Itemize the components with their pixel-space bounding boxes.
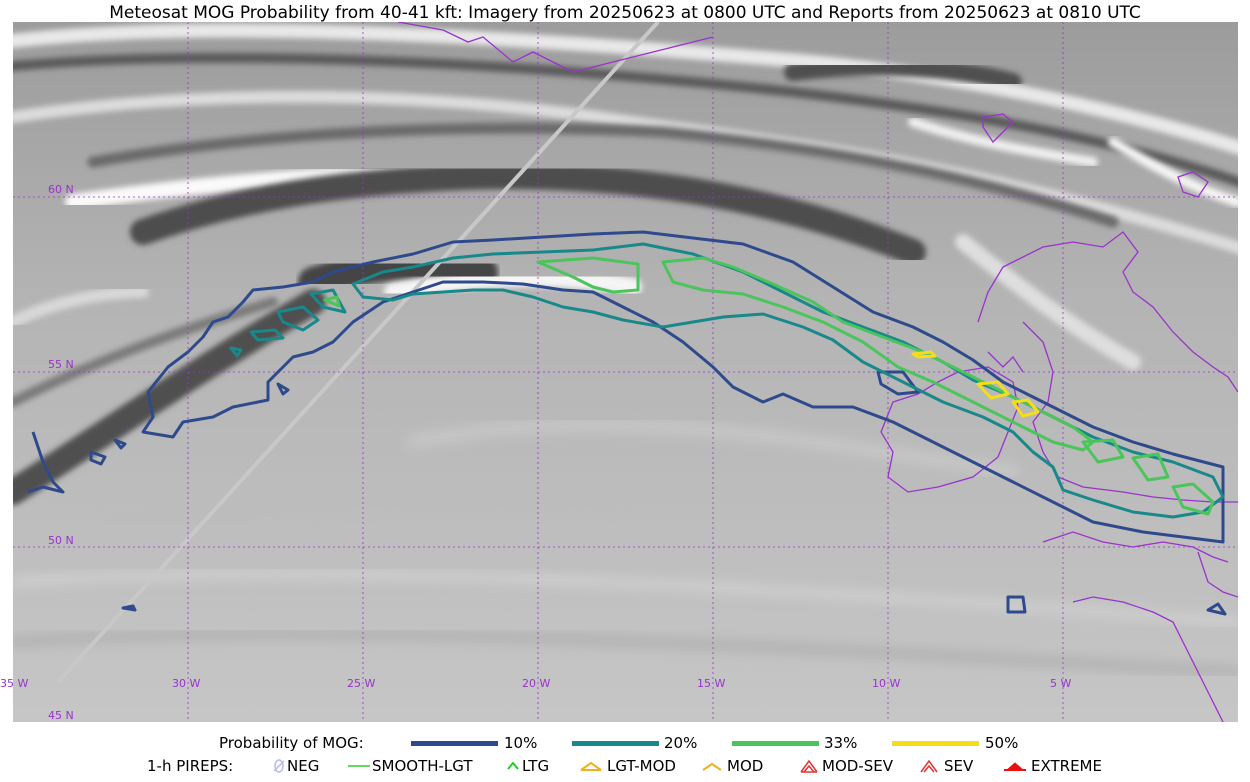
graticule (13, 22, 1238, 722)
smooth-lgt-icon (348, 765, 370, 767)
pirep-label-mod-sev: MOD-SEV (822, 757, 893, 775)
pirep-label-sev: SEV (944, 757, 974, 775)
legend-label-20pct: 20% (664, 734, 698, 752)
pirep-label-mod: MOD (727, 757, 764, 775)
lon-label-15w: 15 W (697, 677, 726, 690)
pirep-legend-title: 1-h PIREPS: (147, 757, 234, 775)
contour-10pct (141, 230, 1225, 544)
legend-line-33pct (732, 741, 819, 746)
imagery-boundary-line (56, 22, 660, 684)
legend-line-10pct (411, 741, 498, 746)
pirep-label-ltg: LTG (522, 757, 550, 775)
extreme-icon (1004, 762, 1026, 771)
legend-label-33pct: 33% (824, 734, 858, 752)
lon-label-10w: 10 W (872, 677, 901, 690)
mod-sev-icon (800, 759, 818, 773)
cloud-bands (13, 23, 1238, 677)
sev-icon (920, 759, 938, 773)
lat-label-60n: 60 N (48, 183, 74, 196)
satellite-map (13, 22, 1238, 722)
lat-label-50n: 50 N (48, 534, 74, 547)
lon-label-25w: 25 W (347, 677, 376, 690)
lon-label-35w: 35 W (0, 677, 29, 690)
pirep-label-lgt-mod: LGT-MOD (607, 757, 676, 775)
legend-label-50pct: 50% (985, 734, 1019, 752)
lon-label-5w: 5 W (1050, 677, 1072, 690)
lon-label-30w: 30 W (172, 677, 201, 690)
lat-label-55n: 55 N (48, 358, 74, 371)
coast-ireland (880, 366, 1019, 493)
coast-france (1072, 596, 1224, 722)
mog-contours (27, 230, 1227, 616)
pirep-legend: 1-h PIREPS: NEG SMOOTH-LGT LTG LGT-MOD M… (0, 755, 1250, 777)
pirep-label-neg: NEG (287, 757, 320, 775)
lat-label-45n: 45 N (48, 709, 74, 722)
ltg-icon (507, 761, 519, 770)
pirep-label-extreme: EXTREME (1031, 757, 1102, 775)
map-title: Meteosat MOG Probability from 40-41 kft:… (109, 3, 1141, 23)
legend-line-20pct (572, 741, 659, 746)
mod-icon (702, 762, 722, 771)
pirep-label-smooth-lgt: SMOOTH-LGT (372, 757, 473, 775)
lon-label-20w: 20 W (522, 677, 551, 690)
legend-label-10pct: 10% (504, 734, 538, 752)
probability-legend-title: Probability of MOG: (219, 734, 364, 752)
lgt-mod-icon (580, 761, 602, 771)
probability-legend: Probability of MOG: 10% 20% 33% 50% (0, 732, 1250, 754)
contour-33pct (536, 256, 640, 294)
neg-icon (273, 759, 285, 773)
contour-50pct (911, 350, 937, 359)
legend-line-50pct (892, 741, 979, 746)
